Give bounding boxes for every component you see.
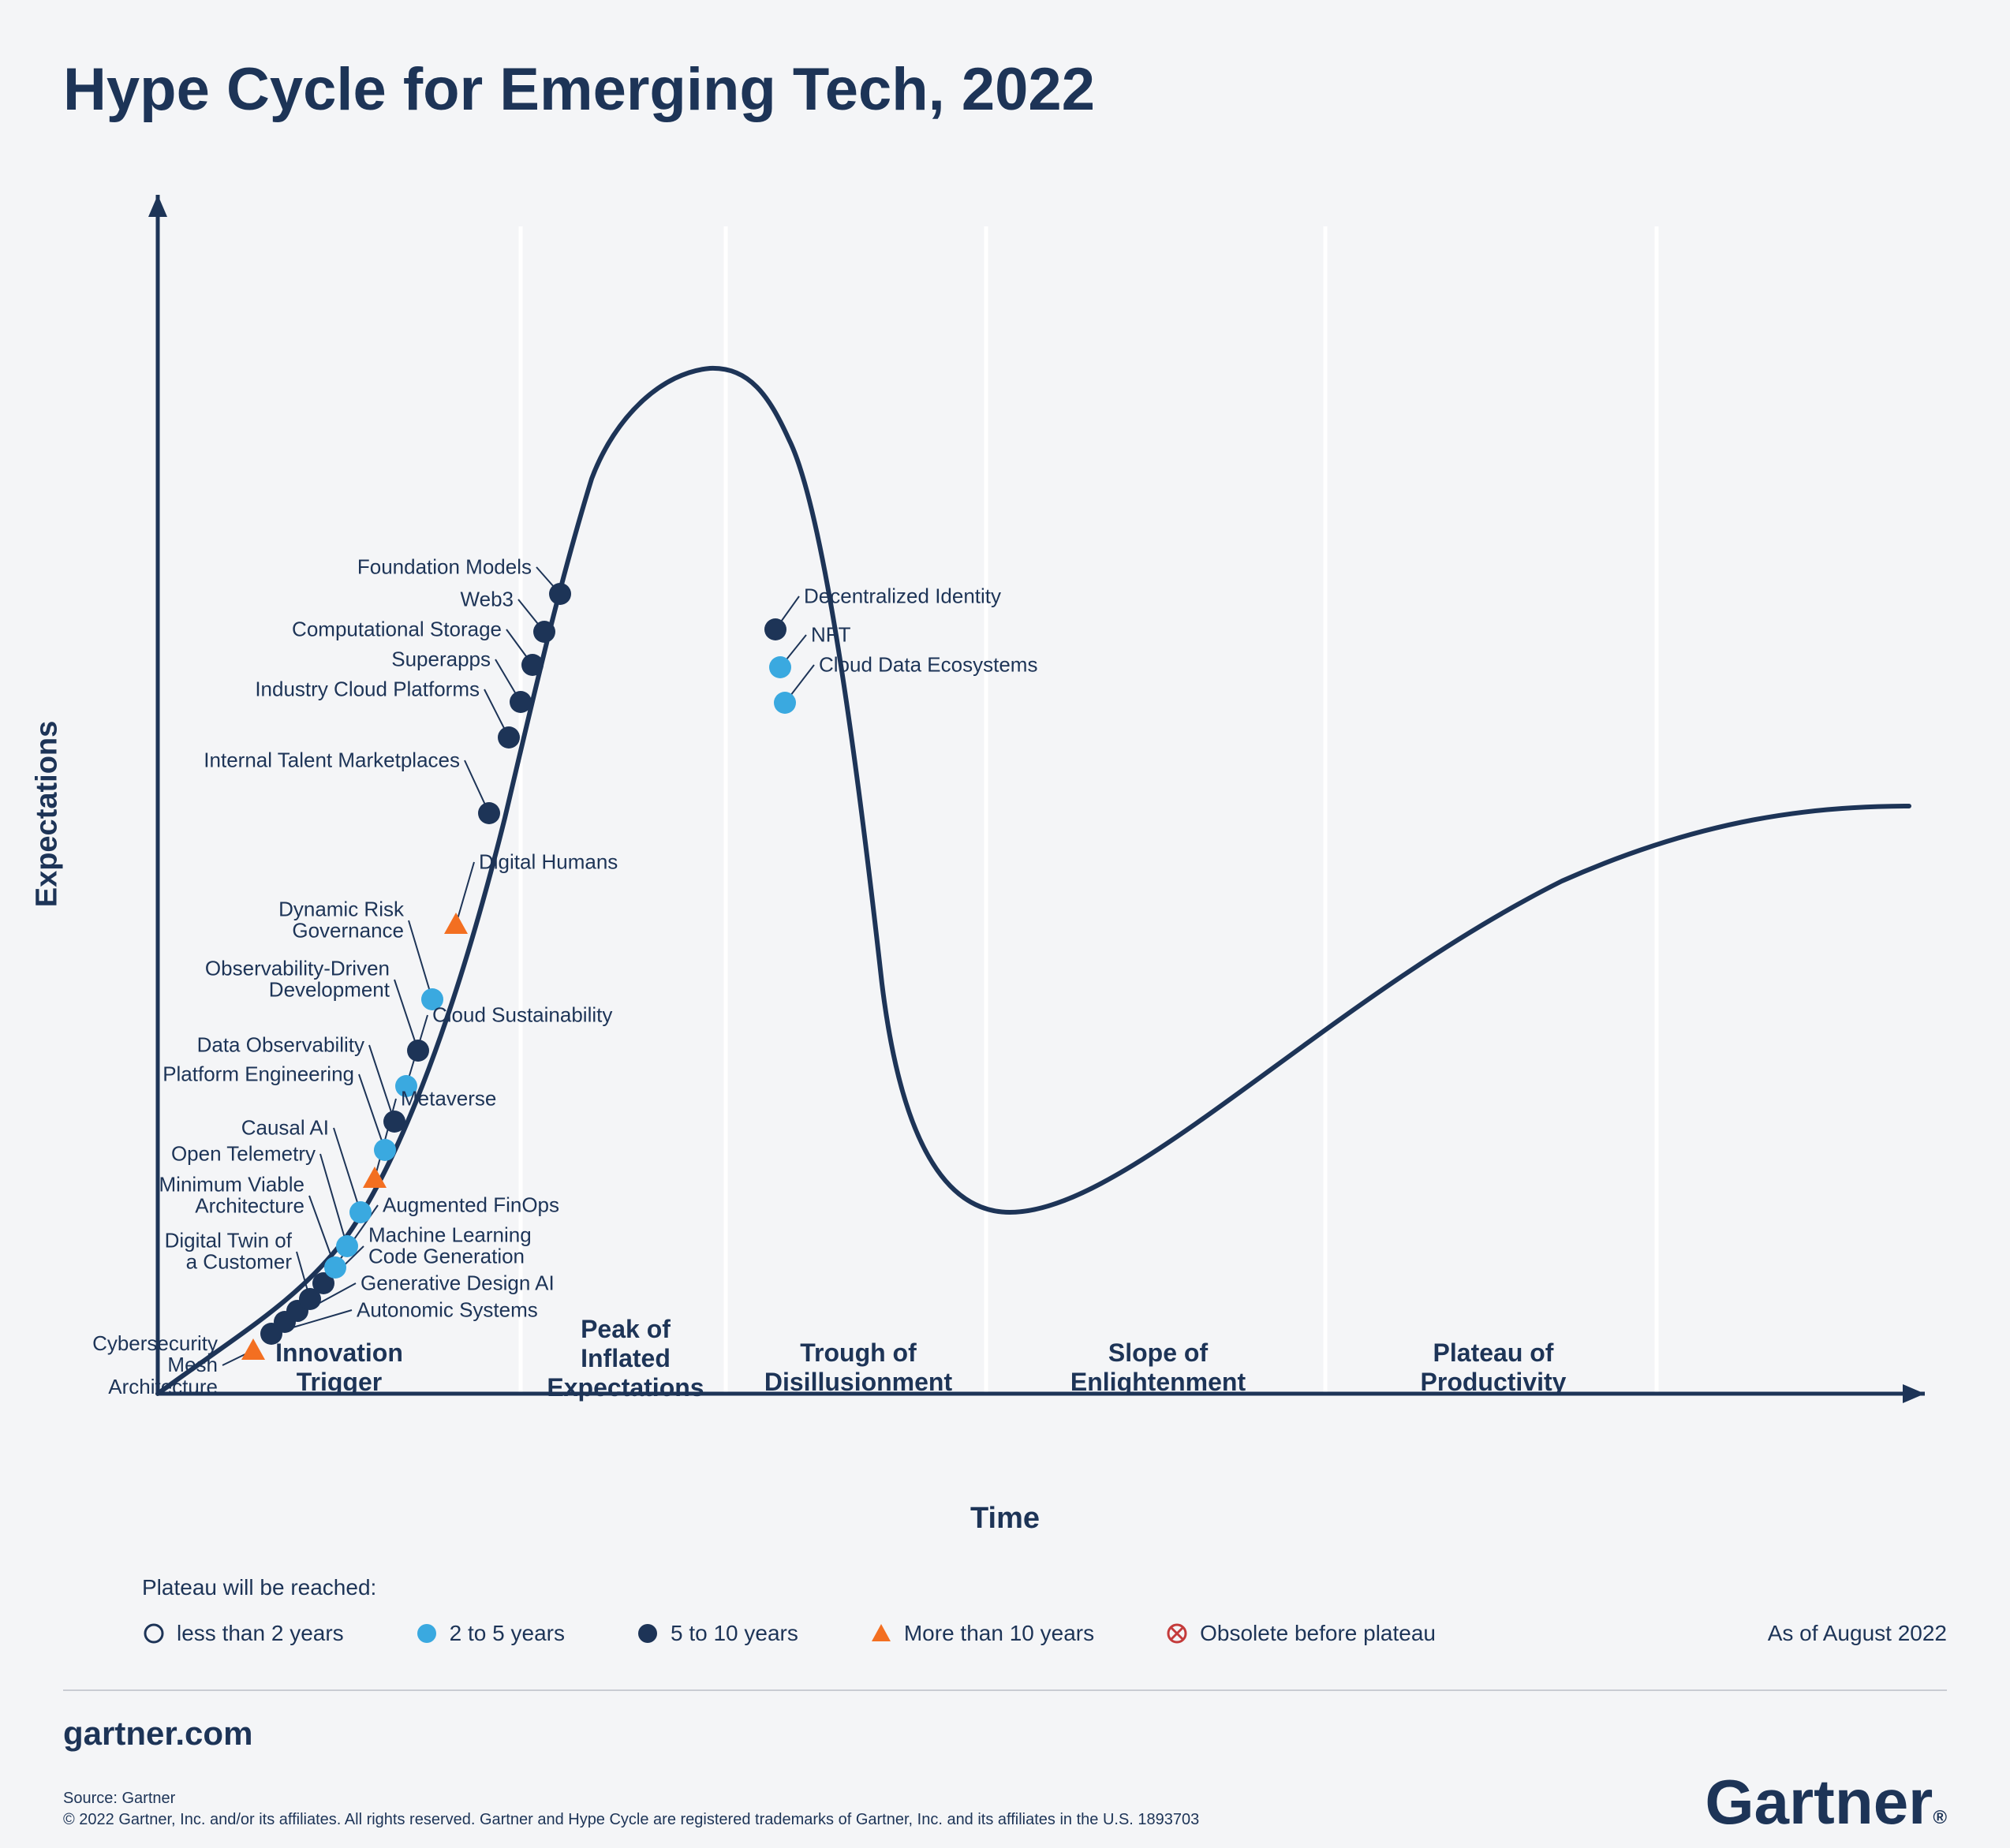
page-title: Hype Cycle for Emerging Tech, 2022	[63, 55, 1947, 124]
phase-label: Slope of Enlightenment	[1070, 1338, 1246, 1397]
phase-label: Trough of Disillusionment	[764, 1338, 952, 1397]
footer-url: gartner.com	[63, 1715, 1947, 1753]
legend-item-label: Obsolete before plateau	[1200, 1621, 1436, 1646]
orange_triangle-icon	[869, 1622, 893, 1645]
chart-svg	[63, 163, 1947, 1465]
phase-label: Innovation Trigger	[275, 1338, 403, 1397]
tech-label: Industry Cloud Platforms	[255, 678, 480, 700]
tech-label: Digital Humans	[479, 851, 618, 872]
legend-item-label: 5 to 10 years	[671, 1621, 798, 1646]
hype-cycle-chart: Expectations Innovation TriggerPeak of I…	[63, 163, 1947, 1465]
phase-label: Plateau of Productivity	[1421, 1338, 1567, 1397]
tech-label: Metaverse	[401, 1088, 496, 1109]
x-axis-label: Time	[970, 1502, 1040, 1536]
legend-item: Obsolete before plateau	[1165, 1621, 1436, 1646]
gartner-logo: Gartner®	[1705, 1766, 1947, 1839]
tech-label: Minimum Viable Architecture	[159, 1174, 304, 1218]
footer-copyright: © 2022 Gartner, Inc. and/or its affiliat…	[63, 1809, 1947, 1831]
tech-label: Cloud Sustainability	[432, 1004, 612, 1025]
legend-item: 2 to 5 years	[415, 1621, 565, 1646]
hollow_circle-icon	[142, 1622, 166, 1645]
legend-item: less than 2 years	[142, 1621, 344, 1646]
legend-title: Plateau will be reached:	[142, 1575, 1947, 1600]
legend-item: More than 10 years	[869, 1621, 1094, 1646]
legend-item: 5 to 10 years	[636, 1621, 798, 1646]
legend-asof: As of August 2022	[1768, 1621, 1947, 1646]
tech-label: Platform Engineering	[163, 1063, 354, 1085]
legend: Plateau will be reached: less than 2 yea…	[63, 1575, 1947, 1646]
obsolete-icon	[1165, 1622, 1189, 1645]
tech-label: Open Telemetry	[171, 1143, 316, 1164]
tech-label: Superapps	[391, 648, 491, 670]
tech-label: Machine Learning Code Generation	[368, 1225, 532, 1268]
y-axis-label: Expectations	[31, 721, 65, 908]
light_circle-icon	[415, 1622, 439, 1645]
dark_circle-icon	[636, 1622, 659, 1645]
tech-label: Foundation Models	[357, 556, 532, 577]
footer-divider	[63, 1689, 1947, 1691]
tech-label: Data Observability	[197, 1034, 364, 1055]
legend-item-label: less than 2 years	[177, 1621, 344, 1646]
footer-source: Source: Gartner	[63, 1788, 1947, 1809]
tech-label: Dynamic Risk Governance	[278, 899, 404, 943]
tech-label: Augmented FinOps	[383, 1194, 559, 1215]
tech-label: Generative Design AI	[361, 1272, 555, 1294]
footer: gartner.com Source: Gartner © 2022 Gartn…	[63, 1715, 1947, 1831]
tech-label: Cybersecurity Mesh Architecture	[92, 1333, 218, 1398]
tech-label: Web3	[461, 588, 514, 610]
legend-item-label: 2 to 5 years	[450, 1621, 565, 1646]
tech-label: Internal Talent Marketplaces	[204, 749, 460, 771]
phase-label: Peak of Inflated Expectations	[547, 1315, 704, 1402]
tech-label: Autonomic Systems	[357, 1299, 538, 1320]
tech-label: Causal AI	[241, 1117, 329, 1138]
tech-label: Digital Twin of a Customer	[165, 1230, 292, 1274]
tech-label: Observability-Driven Development	[205, 958, 390, 1002]
legend-item-label: More than 10 years	[904, 1621, 1094, 1646]
tech-label: NFT	[811, 624, 851, 645]
tech-label: Decentralized Identity	[804, 585, 1001, 607]
tech-label: Computational Storage	[292, 618, 502, 640]
tech-label: Cloud Data Ecosystems	[819, 654, 1037, 675]
